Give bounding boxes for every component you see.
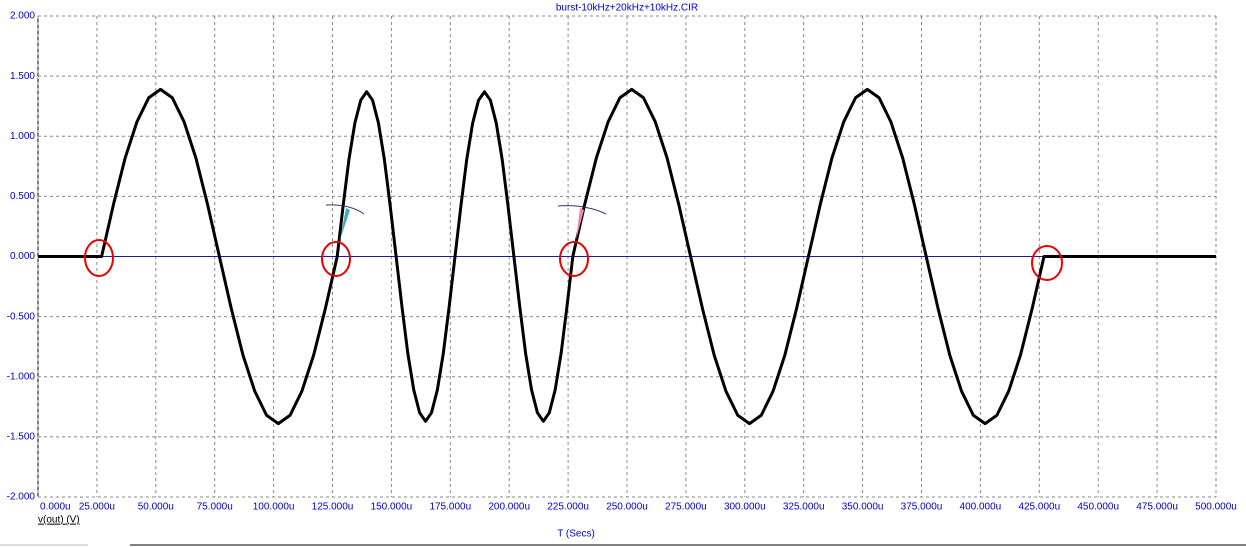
x-tick-label: 150.000u: [371, 502, 413, 513]
y-tick-label: -2.000: [7, 492, 36, 503]
x-tick-label: 200.000u: [488, 502, 530, 513]
x-tick-label: 225.000u: [547, 502, 589, 513]
x-tick-label: 275.000u: [665, 502, 707, 513]
x-tick-label: 350.000u: [842, 502, 884, 513]
plot-area: [37, 15, 1217, 498]
x-tick-label: 450.000u: [1077, 502, 1119, 513]
cursor-mark: [576, 208, 584, 240]
x-tick-label: 50.000u: [138, 502, 174, 513]
y-axis-label: v(out) (V): [38, 515, 80, 526]
x-tick-label: 75.000u: [197, 502, 233, 513]
y-tick-label: 0.000: [10, 251, 35, 262]
x-tick-label: 475.000u: [1136, 502, 1178, 513]
cursor-mark: [325, 204, 365, 215]
annotations: [84, 239, 1063, 281]
cursor-mark: [340, 208, 350, 240]
y-tick-label: 1.500: [10, 71, 35, 82]
x-tick-label: 25.000u: [79, 502, 115, 513]
series-line: [38, 87, 1216, 426]
x-tick-label: 500.000u: [1195, 502, 1237, 513]
x-tick-label: 175.000u: [429, 502, 471, 513]
chart-title: burst-10kHz+20kHz+10kHz.CIR: [556, 3, 698, 14]
highlight-circle: [84, 239, 114, 277]
x-tick-label: 325.000u: [783, 502, 825, 513]
highlight-circle: [321, 241, 351, 277]
x-tick-label: 400.000u: [960, 502, 1002, 513]
y-tick-label: 1.000: [10, 131, 35, 142]
highlight-circle: [1031, 245, 1063, 281]
x-tick-label: 125.000u: [312, 502, 354, 513]
y-tick-label: 2.000: [10, 11, 35, 22]
x-tick-label: 375.000u: [901, 502, 943, 513]
y-tick-label: -1.500: [7, 432, 36, 443]
cursor-mark: [557, 205, 607, 215]
x-tick-label: 0.000u: [40, 502, 71, 513]
y-tick-label: -1.000: [7, 371, 36, 382]
x-tick-label: 100.000u: [253, 502, 295, 513]
x-tick-label: 250.000u: [606, 502, 648, 513]
x-axis-label: T (Secs): [557, 529, 595, 540]
x-tick-label: 425.000u: [1018, 502, 1060, 513]
y-tick-label: 0.500: [10, 191, 35, 202]
highlight-circle: [559, 241, 589, 277]
y-tick-label: -0.500: [7, 311, 36, 322]
x-tick-label: 300.000u: [724, 502, 766, 513]
